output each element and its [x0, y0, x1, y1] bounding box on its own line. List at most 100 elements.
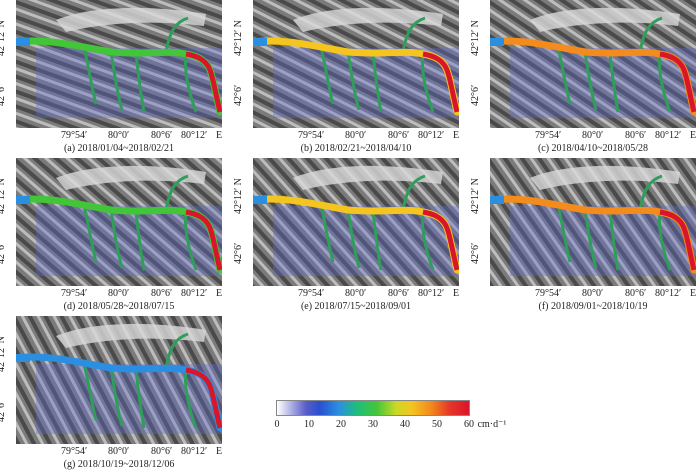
longitude-label: 80°12′	[181, 130, 208, 141]
fast-flow-segment	[659, 209, 696, 271]
longitude-label: E	[690, 288, 697, 299]
longitude-axis: 79°54′ 80°0′ 80°6′ 80°12′ E	[16, 446, 222, 458]
panel-caption: (b) 2018/02/21~2018/04/10	[300, 143, 412, 154]
longitude-label: 80°6′	[625, 288, 647, 299]
velocity-panel: 42°12′ N 42°6′ 79°54′ 80°0′ 80°6′ 80°12′ E (g) …	[0, 316, 222, 471]
tributary-glacier	[319, 47, 335, 105]
tributary-glacier	[583, 209, 598, 269]
longitude-label: E	[453, 288, 460, 299]
low-velocity-area	[36, 48, 222, 118]
glacier-velocity-map	[16, 316, 222, 444]
terminus	[490, 38, 504, 46]
low-velocity-area	[273, 48, 459, 118]
fast-flow-segment	[422, 51, 459, 113]
velocity-panel: 42°12′ N 42°6′ 79°54′ 80°0′ 80°6′ 80°12′ E (b) …	[233, 0, 459, 155]
snow-ridge	[56, 323, 206, 348]
longitude-label: 80°0′	[108, 130, 130, 141]
tributary-glacier	[164, 174, 189, 211]
tributary-glacier	[82, 205, 98, 263]
velocity-panel: 42°12′ N 42°6′ 79°54′ 80°0′ 80°6′ 80°12′ E (a) …	[0, 0, 222, 155]
fast-flow-segment	[422, 209, 459, 271]
tributary-glacier	[346, 209, 361, 269]
tributary-glacier	[556, 205, 572, 263]
velocity-panel: 42°12′ N 42°6′ 79°54′ 80°0′ 80°6′ 80°12′ E (d) …	[0, 158, 222, 313]
tributary-glacier	[184, 211, 198, 271]
longitude-label: 80°0′	[108, 288, 130, 299]
tributary-glacier	[421, 211, 435, 271]
longitude-label: 80°12′	[181, 446, 208, 457]
low-velocity-area	[510, 206, 696, 276]
latitude-label: 42°12′ N	[233, 178, 244, 214]
colorbar-tick-label: 50	[432, 419, 442, 430]
tributary-glacier	[164, 16, 189, 53]
longitude-label: E	[216, 446, 223, 457]
terminus	[16, 38, 30, 46]
longitude-label: 79°54′	[298, 288, 325, 299]
snow-ridge	[530, 7, 680, 32]
panel-caption: (a) 2018/01/04~2018/02/21	[63, 143, 175, 154]
glacier-velocity-map	[253, 158, 459, 286]
longitude-label: 79°54′	[535, 130, 562, 141]
tributary-glacier	[638, 174, 663, 211]
longitude-label: 79°54′	[535, 288, 562, 299]
terminus	[253, 196, 267, 204]
latitude-label: 42°12′ N	[0, 178, 7, 214]
tributary-glacier	[109, 367, 124, 427]
latitude-label: 42°12′ N	[470, 20, 481, 56]
longitude-label: 80°0′	[345, 288, 367, 299]
latitude-label: 42°12′ N	[233, 20, 244, 56]
longitude-label: 80°0′	[108, 446, 130, 457]
colorbar-tick-label: 60	[464, 419, 474, 430]
longitude-label: 79°54′	[298, 130, 325, 141]
longitude-axis: 79°54′ 80°0′ 80°6′ 80°12′ E	[253, 130, 459, 142]
terminus	[16, 196, 30, 204]
tributary-glacier	[82, 47, 98, 105]
longitude-label: E	[690, 130, 697, 141]
tributary-glacier	[82, 363, 98, 421]
tributary-glacier	[638, 16, 663, 53]
snow-ridge	[56, 165, 206, 190]
glacier-velocity-map	[16, 158, 222, 286]
latitude-label: 42°6′	[0, 84, 7, 106]
glacier-velocity-map	[490, 0, 696, 128]
longitude-label: E	[216, 288, 223, 299]
terminus	[253, 38, 267, 46]
velocity-panel: 42°12′ N 42°6′ 79°54′ 80°0′ 80°6′ 80°12′ E (c) …	[470, 0, 696, 155]
tributary-glacier	[134, 211, 146, 271]
longitude-label: 80°6′	[151, 288, 173, 299]
colorbar-unit: cm·d⁻¹	[477, 419, 507, 430]
fast-flow-segment	[659, 51, 696, 113]
longitude-label: 80°6′	[388, 130, 410, 141]
latitude-label: 42°6′	[470, 84, 481, 106]
tributary-glacier	[164, 332, 189, 369]
longitude-label: 79°54′	[61, 446, 88, 457]
longitude-label: 79°54′	[61, 130, 88, 141]
latitude-label: 42°6′	[470, 242, 481, 264]
longitude-label: 80°12′	[418, 130, 445, 141]
latitude-label: 42°6′	[233, 242, 244, 264]
longitude-label: 80°6′	[151, 446, 173, 457]
longitude-axis: 79°54′ 80°0′ 80°6′ 80°12′ E	[490, 130, 696, 142]
snow-ridge	[530, 165, 680, 190]
tributary-glacier	[401, 174, 426, 211]
tributary-glacier	[658, 211, 672, 271]
latitude-label: 42°12′ N	[470, 178, 481, 214]
panel-caption: (e) 2018/07/15~2018/09/01	[300, 301, 412, 312]
latitude-label: 42°6′	[0, 242, 7, 264]
low-velocity-area	[36, 364, 222, 434]
latitude-label: 42°6′	[233, 84, 244, 106]
longitude-label: 80°12′	[655, 130, 682, 141]
tributary-glacier	[109, 209, 124, 269]
longitude-label: 80°6′	[388, 288, 410, 299]
tributary-glacier	[401, 16, 426, 53]
latitude-label: 42°12′ N	[0, 336, 7, 372]
glacier-velocity-map	[253, 0, 459, 128]
panel-caption: (d) 2018/05/28~2018/07/15	[63, 301, 175, 312]
tributary-glacier	[583, 51, 598, 111]
longitude-label: E	[453, 130, 460, 141]
tributary-glacier	[658, 53, 672, 113]
terminus	[490, 196, 504, 204]
colorbar-tick-label: 30	[368, 419, 378, 430]
tributary-glacier	[608, 53, 620, 113]
latitude-label: 42°6′	[0, 400, 7, 422]
